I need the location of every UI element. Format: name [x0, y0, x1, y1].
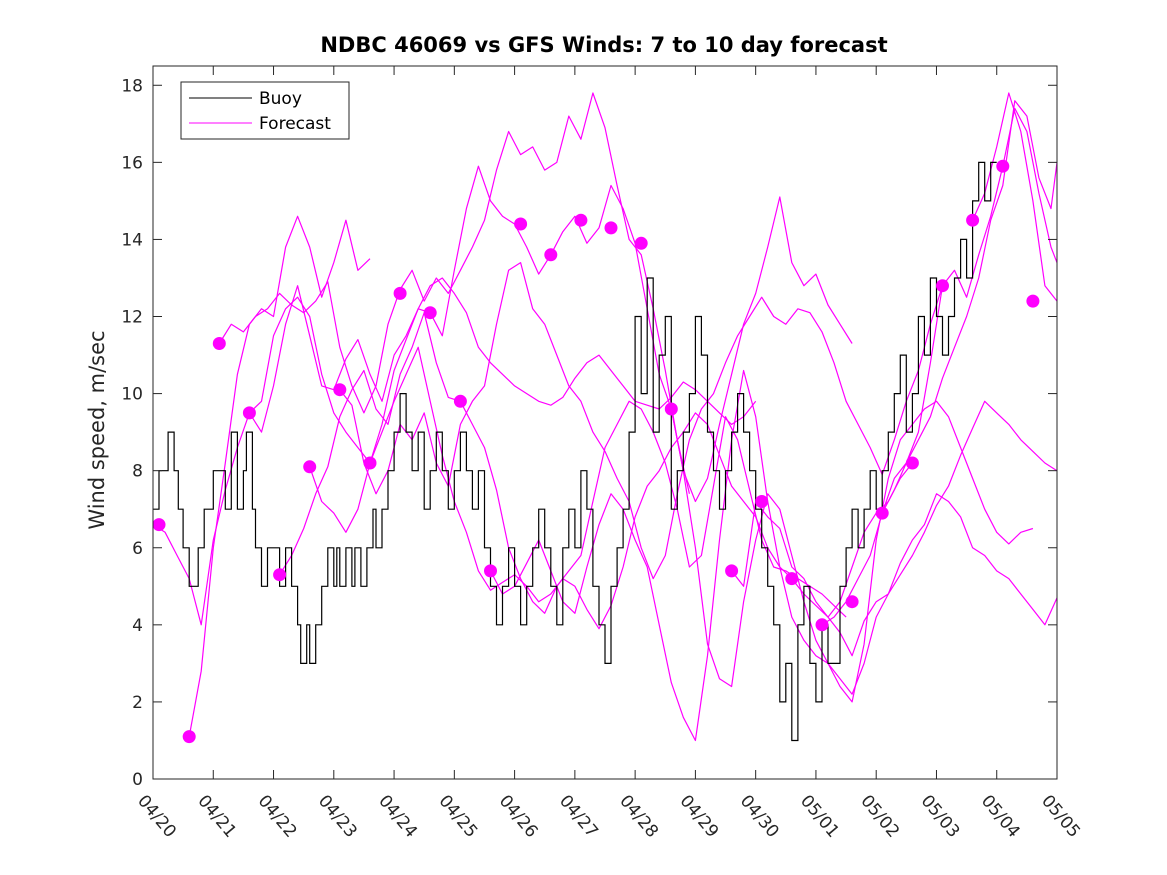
legend-box: [180, 81, 350, 140]
y-tick-label: 0: [132, 770, 143, 790]
forecast-line-6: [339, 262, 944, 580]
y-tick-label: 18: [121, 76, 143, 96]
forecast-marker: [936, 279, 949, 293]
forecast-marker: [996, 159, 1010, 173]
forecast-marker: [845, 595, 859, 609]
forecast-marker: [875, 506, 889, 520]
forecast-marker: [634, 236, 648, 250]
forecast-markers-group: [152, 159, 1040, 744]
y-tick-label: 4: [132, 616, 143, 636]
forecast-marker: [1026, 294, 1040, 308]
forecast-marker: [393, 286, 407, 300]
forecast-marker: [242, 406, 256, 420]
forecast-line-1: [188, 215, 371, 737]
plot-area-frame: [152, 65, 1058, 780]
forecast-marker: [544, 248, 558, 262]
forecast-marker: [303, 460, 317, 474]
y-tick-label: 14: [121, 230, 143, 250]
y-tick-label: 6: [132, 539, 143, 559]
forecast-marker: [785, 572, 799, 586]
y-tick-label: 16: [121, 153, 143, 173]
forecast-line-8: [670, 400, 1058, 695]
forecast-marker: [273, 568, 287, 582]
forecast-marker: [664, 402, 678, 416]
y-tick-label: 8: [132, 462, 143, 482]
forecast-marker: [604, 221, 618, 235]
y-axis-label: Wind speed, m/sec: [85, 330, 109, 529]
y-tick-label: 12: [121, 308, 143, 328]
forecast-marker: [755, 495, 769, 508]
forecast-line-11: [881, 100, 1058, 514]
buoy-line: [153, 161, 997, 742]
forecast-marker: [574, 213, 588, 227]
forecast-marker: [182, 730, 196, 744]
forecast-marker: [423, 306, 437, 320]
forecast-marker: [815, 618, 829, 632]
forecast-line-7: [489, 369, 1034, 742]
y-tick-label: 2: [132, 693, 143, 713]
forecast-marker: [966, 213, 980, 227]
legend: Buoy Forecast: [180, 81, 350, 140]
legend-buoy-label: Buoy: [259, 89, 302, 109]
forecast-marker: [333, 383, 347, 397]
forecast-marker: [905, 456, 919, 470]
forecast-marker: [453, 394, 467, 408]
forecast-marker: [514, 217, 528, 231]
chart-title: NDBC 46069 vs GFS Winds: 7 to 10 day for…: [320, 33, 887, 57]
legend-forecast-label: Forecast: [259, 114, 331, 134]
forecast-line-12: [972, 92, 1058, 302]
forecast-marker: [212, 337, 226, 350]
forecast-marker: [725, 564, 739, 578]
y-tick-label: 10: [121, 385, 143, 405]
forecast-marker: [484, 564, 497, 578]
forecast-line-2: [218, 92, 690, 494]
forecast-marker: [152, 518, 166, 532]
buoy-series-group: [153, 161, 997, 742]
forecast-marker: [363, 456, 377, 470]
forecast-line-9: [731, 493, 1058, 657]
